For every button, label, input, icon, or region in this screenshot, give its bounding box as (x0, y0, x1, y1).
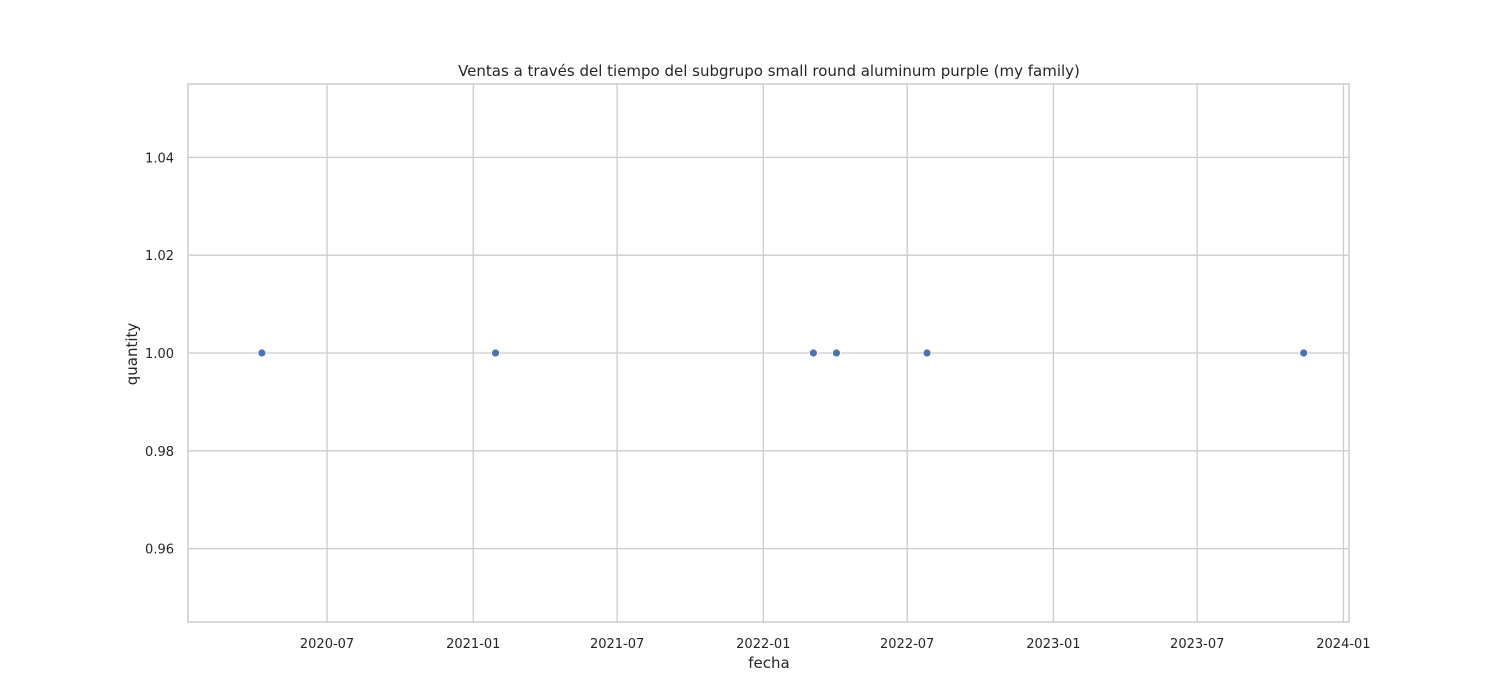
data-points (257, 348, 1309, 358)
data-point (257, 348, 267, 358)
data-point (808, 348, 818, 358)
y-tick-label: 0.96 (145, 543, 174, 558)
x-tick-label: 2022-07 (880, 637, 934, 652)
y-tick-label: 1.04 (145, 151, 174, 166)
x-tick-label: 2021-07 (590, 637, 644, 652)
data-point (832, 348, 841, 358)
y-axis-label: quantity (123, 323, 141, 386)
x-tick-label: 2023-07 (1170, 637, 1224, 652)
data-point (491, 348, 500, 358)
data-point (1299, 348, 1309, 358)
x-tick-label: 2020-07 (300, 637, 354, 652)
y-tick-label: 0.98 (145, 445, 174, 460)
x-tick-label: 2024-01 (1316, 637, 1370, 652)
x-tick-label: 2022-01 (736, 637, 790, 652)
x-tick-label: 2021-01 (446, 637, 500, 652)
data-point (922, 348, 932, 358)
x-axis-label: fecha (748, 654, 789, 672)
y-tick-label: 1.00 (145, 347, 174, 362)
plot-frame (187, 83, 1350, 623)
y-tick-label: 1.02 (145, 249, 174, 264)
chart-title: Ventas a través del tiempo del subgrupo … (458, 62, 1080, 80)
y-axis-ticks: 0.96 0.98 1.00 1.02 1.04 (145, 151, 174, 557)
x-axis-ticks: 2020-07 2021-01 2021-07 2022-01 2022-07 2023-… (300, 637, 1371, 652)
grid (188, 84, 1349, 622)
x-tick-label: 2023-01 (1026, 637, 1080, 652)
